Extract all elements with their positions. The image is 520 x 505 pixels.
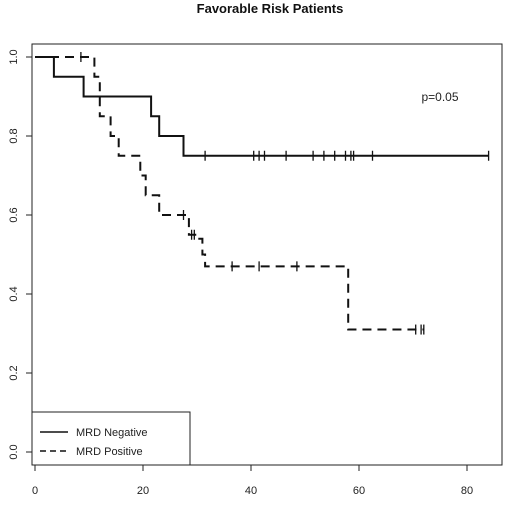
p-value-annotation: p=0.05 (421, 90, 458, 104)
y-tick-label: 0.0 (8, 444, 20, 459)
x-tick-label: 0 (32, 485, 38, 497)
y-tick-label: 1.0 (8, 49, 20, 64)
series-line-mrd-negative (35, 56, 489, 157)
series-line-mrd-positive (35, 56, 424, 331)
legend-label-mrd-negative: MRD Negative (76, 427, 148, 439)
legend-label-mrd-positive: MRD Positive (76, 446, 143, 458)
y-tick-label: 0.6 (8, 207, 20, 222)
y-tick-label: 0.4 (8, 286, 20, 301)
legend-box (31, 411, 191, 466)
x-tick-label: 60 (353, 485, 365, 497)
plot-frame (31, 43, 503, 466)
chart-title: Favorable Risk Patients (197, 1, 344, 16)
y-tick-label: 0.2 (8, 365, 20, 380)
x-tick-label: 80 (461, 485, 473, 497)
series-layer (35, 52, 490, 335)
x-tick-label: 40 (245, 485, 257, 497)
y-tick-label: 0.8 (8, 128, 20, 143)
x-tick-label: 20 (137, 485, 149, 497)
x-axis: 0 20 40 60 80 (32, 465, 473, 497)
y-axis: 0.0 0.2 0.4 0.6 0.8 1.0 (8, 49, 32, 460)
legend: MRD Negative MRD Positive (31, 411, 191, 466)
